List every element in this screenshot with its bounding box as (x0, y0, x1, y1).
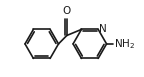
Text: NH$_2$: NH$_2$ (114, 37, 135, 51)
Text: N: N (100, 24, 107, 34)
Text: O: O (63, 6, 71, 16)
